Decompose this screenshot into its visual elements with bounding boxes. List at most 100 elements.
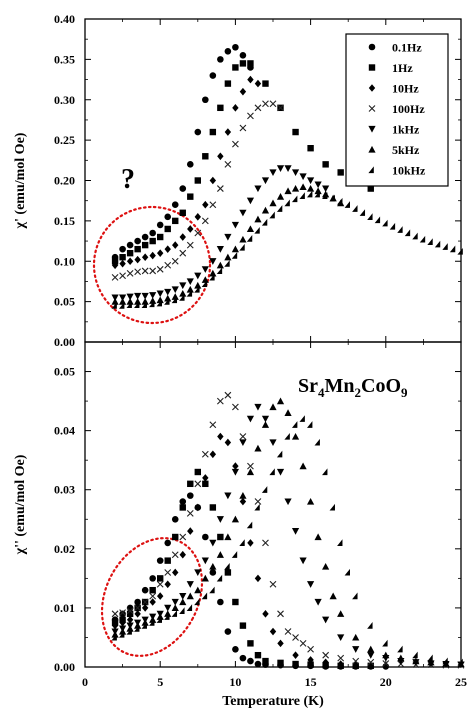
data-point — [194, 468, 201, 476]
data-point — [209, 176, 217, 185]
data-point — [209, 128, 217, 136]
data-point — [352, 633, 360, 641]
data-point — [382, 219, 388, 227]
data-point — [231, 468, 239, 476]
y-tick-label: 0.05 — [54, 365, 75, 379]
legend-item: 10Hz — [368, 82, 419, 96]
data-point — [171, 515, 179, 523]
data-point — [239, 654, 247, 662]
data-point — [284, 409, 292, 417]
data-point — [307, 421, 313, 428]
data-point — [186, 581, 194, 588]
data-point — [239, 492, 247, 499]
data-point — [194, 213, 201, 221]
data-point — [382, 660, 390, 667]
data-point — [239, 433, 247, 440]
data-point — [202, 153, 209, 160]
data-point — [299, 415, 305, 422]
data-point — [156, 290, 164, 298]
data-point — [209, 421, 217, 429]
data-point — [157, 233, 164, 241]
data-point — [322, 468, 328, 476]
data-point — [247, 60, 254, 67]
data-point — [292, 660, 299, 668]
data-point — [284, 498, 292, 506]
data-point — [186, 492, 194, 499]
data-point — [134, 268, 142, 276]
data-point — [164, 569, 172, 576]
data-point — [164, 298, 170, 305]
data-point — [194, 229, 202, 237]
data-point — [307, 177, 315, 185]
data-point — [254, 226, 260, 234]
data-point — [307, 661, 314, 668]
data-point — [111, 633, 117, 641]
data-point — [269, 627, 277, 636]
data-point — [224, 628, 232, 635]
data-point — [179, 282, 187, 290]
data-point — [262, 539, 269, 547]
data-point — [171, 551, 179, 559]
compound-label: Sr4Mn2CoO9 — [298, 375, 408, 400]
series-100Hz — [111, 100, 284, 281]
data-point — [284, 199, 290, 207]
data-point — [224, 438, 232, 447]
data-point — [194, 281, 202, 289]
data-point — [382, 651, 390, 659]
data-point — [217, 432, 224, 441]
data-point — [126, 249, 134, 257]
data-point — [201, 280, 208, 287]
y-tick-label: 0.01 — [54, 601, 75, 615]
data-point — [119, 272, 126, 280]
data-point — [284, 165, 292, 172]
data-point — [156, 580, 164, 588]
x-tick-label: 0 — [82, 675, 88, 689]
data-point — [134, 245, 141, 253]
data-point — [442, 243, 448, 250]
data-point — [156, 265, 164, 273]
data-point — [164, 557, 171, 564]
data-point — [119, 245, 126, 253]
data-point — [352, 205, 358, 212]
legend-box — [345, 33, 449, 187]
y-tick-label: 0.00 — [54, 660, 75, 674]
data-point — [111, 630, 119, 638]
data-point — [442, 657, 448, 665]
data-point — [126, 615, 134, 624]
data-point — [149, 619, 155, 626]
data-point — [216, 261, 224, 269]
data-point — [412, 657, 420, 665]
data-point — [224, 253, 232, 261]
data-point — [232, 64, 239, 71]
data-point — [367, 658, 375, 666]
data-point — [231, 245, 239, 253]
data-point — [187, 193, 194, 200]
data-point — [201, 574, 209, 582]
data-point — [269, 403, 277, 411]
data-point — [284, 628, 292, 635]
data-point — [111, 621, 119, 630]
data-point — [247, 539, 254, 547]
data-point — [404, 229, 411, 237]
legend-label: 10Hz — [392, 82, 419, 96]
data-point — [389, 222, 396, 230]
legend-marker — [368, 43, 376, 51]
data-point — [292, 651, 299, 659]
data-point — [164, 613, 170, 620]
legend-marker — [368, 125, 376, 133]
data-point — [209, 539, 217, 547]
data-point — [217, 598, 224, 606]
data-point — [111, 258, 119, 265]
data-point — [224, 569, 232, 576]
data-point — [457, 247, 463, 255]
data-point — [269, 439, 277, 447]
data-point — [254, 660, 262, 668]
data-point — [216, 185, 224, 192]
data-point — [291, 195, 298, 203]
data-point — [247, 640, 254, 647]
y-tick-label: 0.03 — [54, 483, 75, 497]
legend-marker — [368, 84, 376, 92]
data-point — [149, 292, 157, 299]
data-point — [119, 294, 127, 302]
data-point — [247, 112, 254, 120]
